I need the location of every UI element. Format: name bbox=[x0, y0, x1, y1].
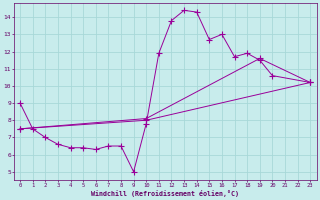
X-axis label: Windchill (Refroidissement éolien,°C): Windchill (Refroidissement éolien,°C) bbox=[91, 190, 239, 197]
